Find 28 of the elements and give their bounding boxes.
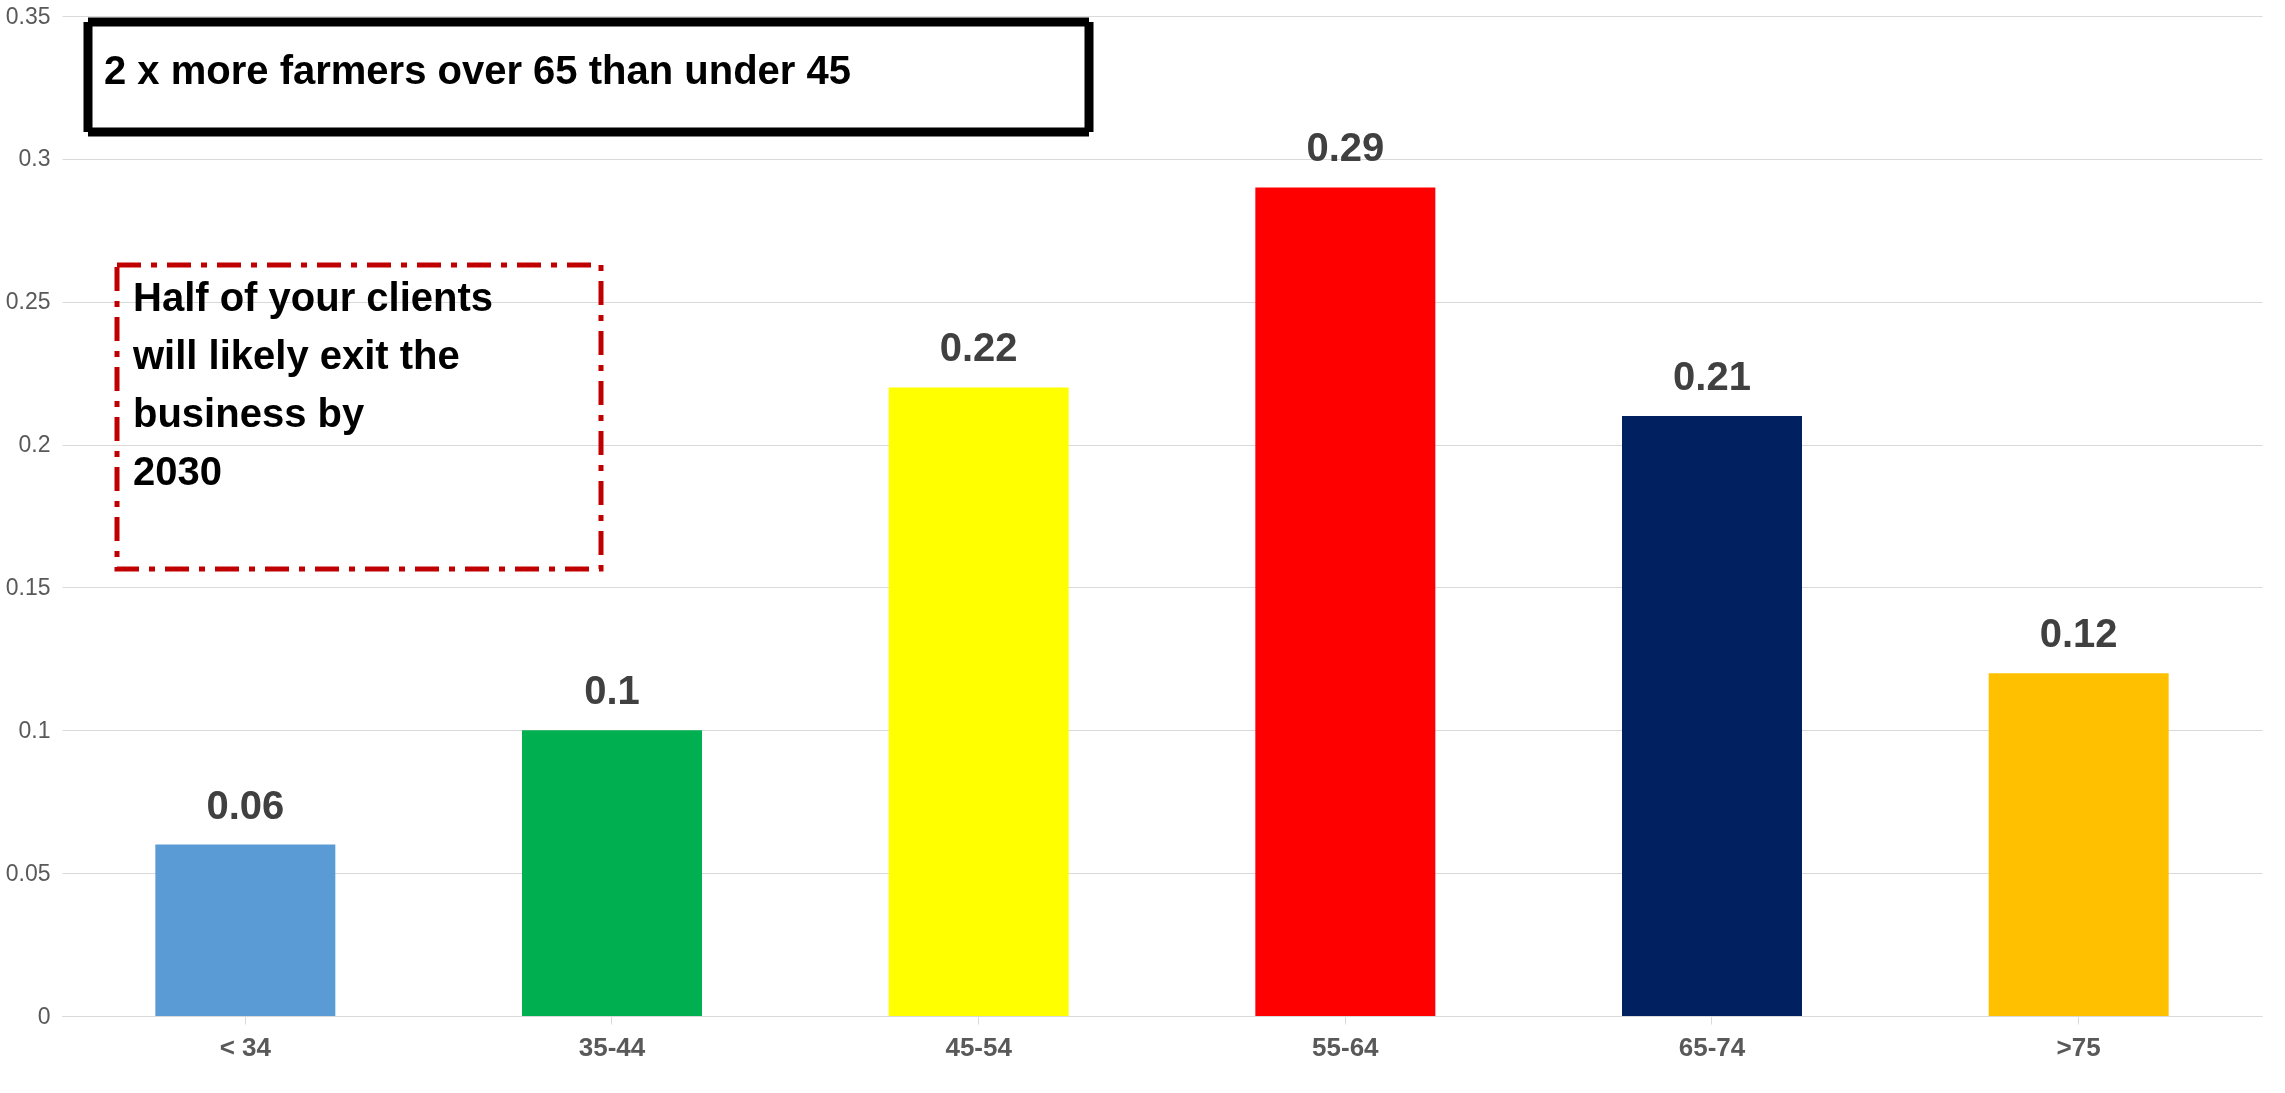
bar	[1622, 416, 1802, 1016]
annotation: 2 x more farmers over 65 than under 45	[104, 48, 851, 92]
x-tick-label: < 34	[219, 1031, 272, 1062]
x-tick-label: 35-44	[578, 1031, 646, 1062]
data-label: 0.12	[2039, 611, 2118, 656]
data-label: 0.06	[206, 782, 285, 827]
x-tick-label: 45-54	[945, 1031, 1013, 1062]
annotation: Half of your clients will likely exit the business by 2030	[132, 275, 494, 493]
data-label: 0.21	[1673, 354, 1751, 398]
bar	[1988, 673, 2169, 1016]
data-label: 0.22	[939, 325, 1018, 370]
y-tick-label: 0.15	[5, 573, 51, 600]
bar	[1255, 187, 1436, 1016]
data-label: 0.1	[584, 668, 640, 713]
y-tick-label: 0.1	[18, 716, 51, 743]
x-tick-label: 55-64	[1312, 1031, 1380, 1062]
y-tick-label: 0	[37, 1002, 51, 1029]
x-tick-label: 65-74	[1678, 1031, 1746, 1062]
y-tick-label: 0.35	[5, 2, 51, 29]
data-label: 0.29	[1306, 125, 1385, 170]
bar	[155, 844, 336, 1016]
bar	[888, 387, 1069, 1016]
y-tick-label: 0.25	[5, 288, 51, 315]
bar	[522, 730, 702, 1016]
y-tick-label: 0.05	[5, 859, 51, 886]
x-tick-label: >75	[2056, 1031, 2101, 1062]
y-tick-label: 0.2	[18, 431, 51, 458]
y-tick-label: 0.3	[18, 145, 51, 172]
